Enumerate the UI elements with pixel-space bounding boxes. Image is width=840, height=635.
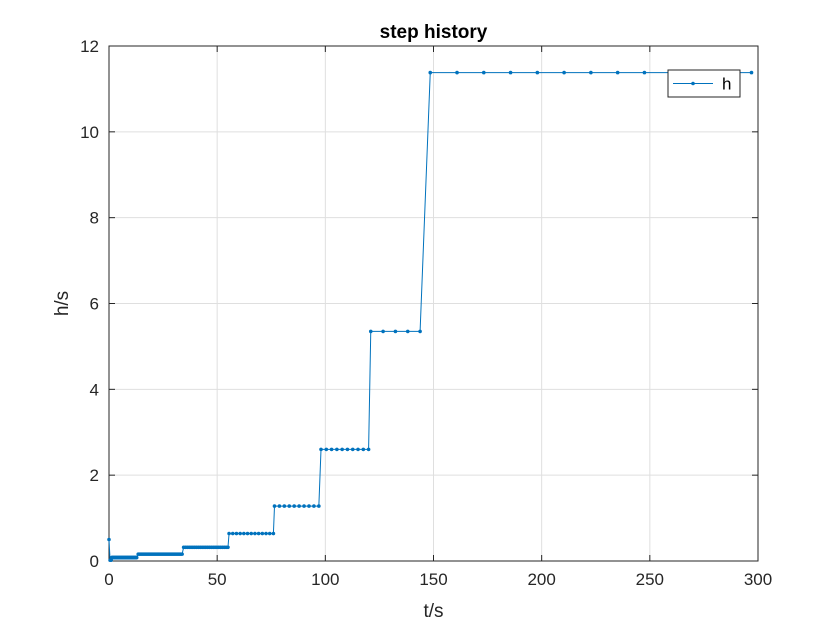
data-point: [226, 545, 230, 550]
data-point: [615, 70, 620, 75]
grid-lines: [109, 46, 758, 561]
data-point: [562, 70, 566, 75]
tick-labels: 0 50 100 150 200 250 300 0 2 4 6 8 10 12: [80, 37, 772, 589]
data-point: [589, 70, 593, 75]
data-point: [393, 329, 398, 334]
series-h: [107, 70, 754, 562]
data-point: [368, 329, 373, 334]
data-point: [107, 537, 111, 542]
y-tick-label: 2: [90, 466, 99, 485]
data-point: [287, 504, 292, 508]
y-tick-label: 6: [90, 295, 99, 314]
data-point: [230, 531, 235, 536]
data-point: [271, 531, 276, 536]
data-point: [297, 504, 301, 508]
data-point: [418, 329, 422, 334]
y-axis-label: h/s: [52, 291, 73, 316]
x-tick-label: 250: [636, 570, 664, 589]
data-point: [405, 329, 410, 334]
data-point: [361, 447, 366, 452]
data-point: [455, 70, 459, 75]
data-point: [428, 70, 433, 75]
y-tick-label: 4: [90, 380, 99, 399]
data-point: [272, 504, 277, 508]
y-tick-label: 0: [90, 552, 99, 571]
data-point: [242, 531, 246, 536]
data-point: [345, 447, 350, 452]
data-point: [481, 70, 486, 75]
data-point: [749, 70, 754, 75]
data-point: [350, 447, 355, 452]
data-point: [335, 447, 339, 452]
data-point: [324, 447, 329, 452]
data-point: [508, 70, 513, 75]
x-tick-label: 200: [527, 570, 555, 589]
y-tick-label: 8: [90, 209, 99, 228]
legend-box: [667, 69, 741, 98]
data-point: [238, 531, 242, 536]
x-axis-label: t/s: [423, 601, 443, 622]
x-tick-label: 300: [744, 570, 772, 589]
data-point: [267, 531, 272, 536]
data-point: [282, 504, 287, 508]
data-point: [264, 531, 268, 536]
data-point: [249, 531, 254, 536]
data-point: [292, 504, 297, 508]
axes: [108, 45, 759, 562]
data-point: [317, 504, 321, 508]
legend-label-h: h: [722, 75, 731, 94]
legend-marker-sample: [691, 81, 695, 86]
data-point: [329, 447, 334, 452]
data-point: [256, 531, 261, 536]
data-point: [302, 504, 306, 508]
x-tick-label: 50: [208, 570, 227, 589]
data-point: [642, 70, 647, 75]
data-point: [277, 504, 282, 508]
x-tick-label: 150: [419, 570, 447, 589]
data-point: [535, 70, 540, 75]
data-point: [356, 447, 360, 452]
data-point: [227, 531, 231, 536]
data-point: [340, 447, 344, 452]
data-point: [245, 531, 250, 536]
data-point: [312, 504, 316, 508]
data-point: [253, 531, 257, 536]
data-point: [381, 329, 385, 334]
y-tick-label: 10: [80, 123, 99, 142]
data-point: [260, 531, 265, 536]
data-point: [366, 447, 371, 452]
data-point: [180, 552, 184, 556]
chart-title: step history: [380, 22, 488, 43]
data-point: [134, 555, 139, 560]
x-tick-label: 100: [311, 570, 339, 589]
data-point: [234, 531, 239, 536]
data-point: [319, 447, 323, 452]
data-point: [307, 504, 311, 508]
y-tick-label: 12: [80, 37, 99, 56]
x-tick-label: 0: [104, 570, 113, 589]
legend: h: [667, 69, 741, 98]
